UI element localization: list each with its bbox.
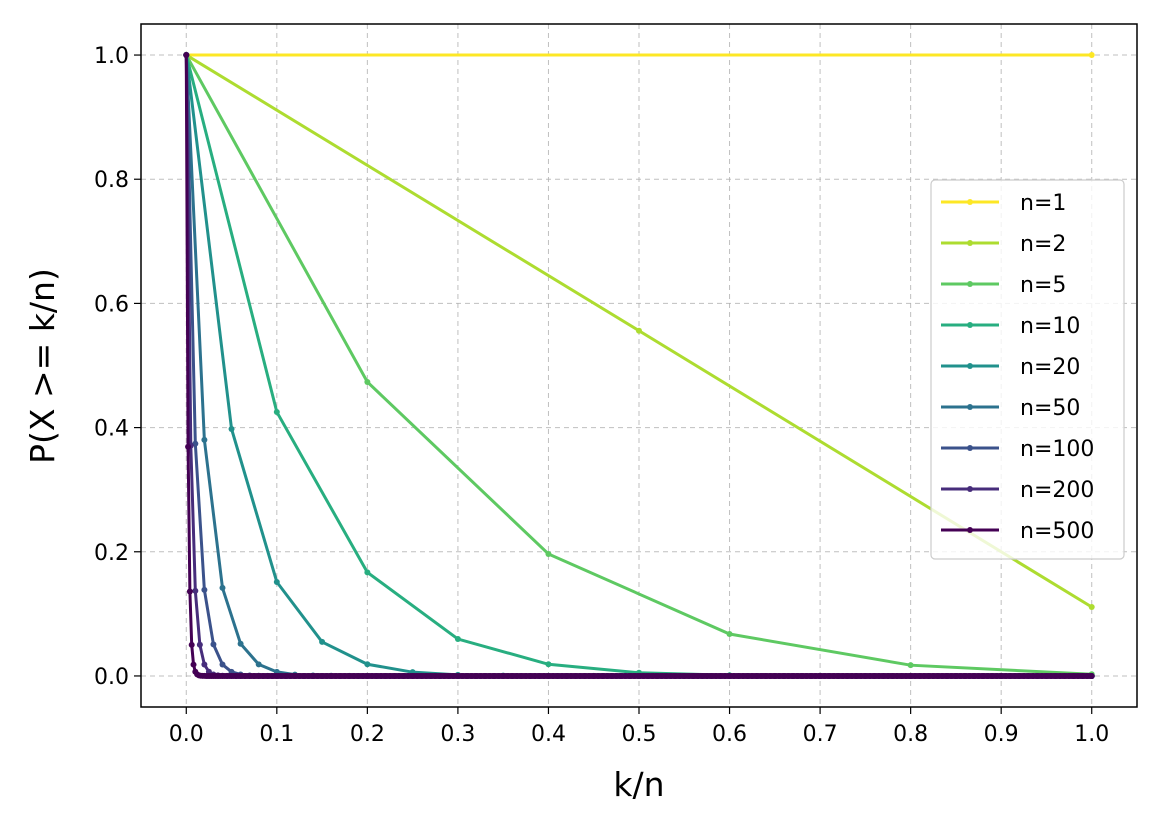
x-tick-label: 0.2 bbox=[350, 722, 385, 747]
data-point bbox=[188, 641, 195, 648]
legend-item: n=50 bbox=[941, 396, 1080, 421]
legend-label: n=1 bbox=[1020, 191, 1066, 216]
series-layer bbox=[183, 52, 1095, 679]
data-point bbox=[201, 436, 208, 443]
x-tick-label: 0.8 bbox=[893, 722, 928, 747]
x-tick-label: 0.9 bbox=[984, 722, 1019, 747]
data-point bbox=[364, 661, 371, 668]
data-point bbox=[1088, 52, 1095, 59]
legend-label: n=200 bbox=[1020, 478, 1094, 503]
data-point bbox=[545, 550, 552, 557]
y-tick-label: 1.0 bbox=[94, 44, 129, 69]
data-point bbox=[192, 440, 199, 447]
data-point bbox=[186, 588, 193, 595]
data-point bbox=[201, 661, 208, 668]
data-point bbox=[545, 661, 552, 668]
data-point bbox=[196, 641, 203, 648]
legend-marker bbox=[967, 281, 973, 287]
legend: n=1 n=2 n=5 n=10 n=20 n=50 n=100 n=200 n=500 bbox=[930, 179, 1125, 560]
data-point bbox=[185, 443, 192, 450]
series-line bbox=[184, 54, 1092, 676]
x-tick-label: 0.6 bbox=[712, 722, 747, 747]
series-n=500 bbox=[183, 52, 1095, 679]
y-tick-label: 0.0 bbox=[94, 665, 129, 690]
legend-marker bbox=[967, 363, 973, 369]
data-point bbox=[319, 638, 326, 645]
x-axis-label: k/n bbox=[613, 765, 664, 804]
x-tick-label: 0.4 bbox=[531, 722, 566, 747]
legend-label: n=10 bbox=[1020, 314, 1080, 339]
legend-box bbox=[930, 179, 1125, 560]
legend-item: n=2 bbox=[941, 232, 1066, 257]
y-tick-label: 0.6 bbox=[94, 292, 129, 317]
legend-item: n=20 bbox=[941, 355, 1080, 380]
legend-item: n=10 bbox=[941, 314, 1080, 339]
data-point bbox=[1088, 672, 1095, 679]
data-point bbox=[201, 586, 208, 593]
data-point bbox=[190, 661, 197, 668]
x-tick-label: 0.7 bbox=[803, 722, 838, 747]
data-point bbox=[219, 584, 226, 591]
y-tick-label: 0.4 bbox=[94, 417, 129, 442]
data-point bbox=[726, 631, 733, 638]
data-point bbox=[1088, 604, 1095, 611]
legend-label: n=20 bbox=[1020, 355, 1080, 380]
data-point bbox=[237, 640, 244, 647]
legend-item: n=500 bbox=[941, 519, 1094, 544]
data-point bbox=[364, 569, 371, 576]
legend-marker bbox=[967, 486, 973, 492]
legend-item: n=5 bbox=[941, 273, 1066, 298]
legend-item: n=1 bbox=[941, 191, 1066, 216]
legend-marker bbox=[967, 404, 973, 410]
data-point bbox=[192, 587, 199, 594]
y-tick-label: 0.2 bbox=[94, 541, 129, 566]
data-point bbox=[210, 641, 217, 648]
data-point bbox=[454, 636, 461, 643]
x-tick-label: 0.5 bbox=[622, 722, 657, 747]
data-point bbox=[907, 662, 914, 669]
data-point bbox=[273, 408, 280, 415]
legend-marker bbox=[967, 199, 973, 205]
legend-marker bbox=[967, 240, 973, 246]
legend-item: n=100 bbox=[941, 437, 1094, 462]
y-axis: 0.0 0.2 0.4 0.6 0.8 1.0 bbox=[94, 44, 141, 690]
data-point bbox=[219, 661, 226, 668]
legend-label: n=5 bbox=[1020, 273, 1066, 298]
y-axis-label: P(X >= k/n) bbox=[23, 268, 62, 464]
x-tick-label: 0.3 bbox=[440, 722, 475, 747]
data-point bbox=[636, 327, 642, 334]
data-point bbox=[228, 425, 235, 432]
legend-label: n=500 bbox=[1020, 519, 1094, 544]
legend-item: n=200 bbox=[941, 478, 1094, 503]
legend-label: n=100 bbox=[1020, 437, 1094, 462]
data-point bbox=[255, 661, 262, 668]
x-tick-label: 1.0 bbox=[1074, 722, 1109, 747]
legend-marker bbox=[967, 527, 973, 533]
x-tick-label: 0.0 bbox=[169, 722, 204, 747]
x-axis: 0.0 0.1 0.2 0.3 0.4 0.5 0.6 0.7 0.8 0.9 1.0 bbox=[169, 707, 1109, 747]
data-point bbox=[273, 578, 280, 585]
legend-marker bbox=[967, 445, 973, 451]
data-point bbox=[183, 52, 190, 59]
legend-marker bbox=[967, 322, 973, 328]
data-point bbox=[364, 378, 371, 385]
x-tick-label: 0.1 bbox=[259, 722, 294, 747]
legend-label: n=50 bbox=[1020, 396, 1080, 421]
legend-label: n=2 bbox=[1020, 232, 1066, 257]
y-tick-label: 0.8 bbox=[94, 168, 129, 193]
